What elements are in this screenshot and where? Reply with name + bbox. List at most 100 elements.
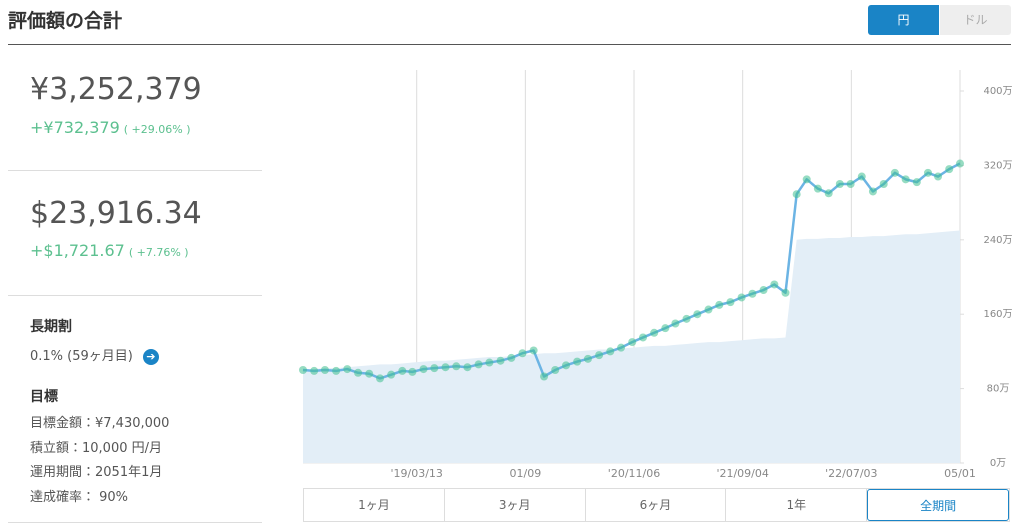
value-point bbox=[583, 354, 592, 363]
value-point bbox=[463, 363, 472, 372]
x-tick-label: '20/11/06 bbox=[608, 467, 660, 480]
value-point bbox=[430, 364, 439, 373]
value-point bbox=[912, 178, 921, 187]
value-point bbox=[715, 300, 724, 309]
value-point bbox=[375, 374, 384, 383]
value-point bbox=[606, 347, 615, 356]
y-tick-label: 240万 bbox=[983, 235, 1012, 246]
value-point bbox=[934, 172, 943, 181]
section-title: 長期割 bbox=[30, 319, 72, 335]
value-point bbox=[518, 349, 527, 358]
value-point bbox=[846, 180, 855, 188]
value-point bbox=[387, 370, 396, 379]
value-point bbox=[617, 343, 626, 352]
value-point bbox=[628, 338, 637, 347]
total-change: +¥732,379( +29.06% ) bbox=[30, 118, 191, 137]
x-tick-label: 05/01 bbox=[944, 467, 976, 480]
period-selector: 1ヶ月 3ヶ月 6ヶ月 1年 全期間 bbox=[303, 488, 1010, 522]
value-point bbox=[759, 286, 768, 295]
goal-item: 積立額：10,000 円/月 bbox=[30, 441, 162, 456]
value-point bbox=[737, 293, 746, 302]
period-button[interactable]: 1年 bbox=[726, 489, 868, 521]
value-point bbox=[441, 363, 450, 372]
total-value: $23,916.34 bbox=[30, 196, 202, 231]
value-point bbox=[879, 180, 888, 188]
value-point bbox=[945, 165, 954, 174]
value-point bbox=[452, 362, 461, 371]
value-point bbox=[693, 310, 702, 319]
value-point bbox=[419, 365, 428, 374]
page-title: 評価額の合計 bbox=[8, 10, 123, 32]
value-point bbox=[781, 288, 790, 297]
value-point bbox=[650, 328, 659, 337]
divider bbox=[8, 522, 262, 523]
change: +$1,721.67 bbox=[30, 241, 125, 260]
value-point bbox=[682, 314, 691, 323]
goal-item: 達成確率： 90% bbox=[30, 490, 129, 505]
value-point bbox=[901, 175, 910, 184]
value-point bbox=[496, 356, 505, 365]
change-pct: ( +7.76% ) bbox=[128, 246, 189, 259]
currency-usd[interactable]: ドル bbox=[940, 5, 1011, 35]
divider bbox=[8, 170, 262, 171]
period-button[interactable]: 3ヶ月 bbox=[445, 489, 586, 521]
value-point bbox=[562, 361, 571, 370]
value-point bbox=[748, 289, 757, 298]
value-point bbox=[551, 366, 560, 374]
value-point bbox=[923, 168, 932, 177]
y-tick-label: 80万 bbox=[987, 384, 1010, 395]
x-tick-label: 01/09 bbox=[510, 467, 542, 480]
value-point bbox=[343, 365, 352, 374]
value-point bbox=[573, 357, 582, 366]
section-title: 目標 bbox=[30, 389, 58, 405]
period-button[interactable]: 全期間 bbox=[867, 489, 1009, 521]
value-point bbox=[671, 319, 680, 328]
value-point bbox=[299, 366, 307, 374]
rate: 0.1% (59ヶ月目) bbox=[30, 349, 133, 364]
goal-item: 運用期間：2051年1月 bbox=[30, 465, 163, 480]
y-tick-label: 400万 bbox=[983, 86, 1012, 97]
arrow-button[interactable]: ➔ bbox=[142, 348, 159, 365]
long-term-rate: 0.1% (59ヶ月目) ➔ bbox=[30, 345, 159, 365]
value-point bbox=[890, 168, 899, 177]
total-change: +$1,721.67( +7.76% ) bbox=[30, 241, 189, 260]
value-point bbox=[595, 351, 604, 360]
value-point bbox=[835, 180, 844, 188]
value-point bbox=[332, 366, 341, 375]
currency-yen[interactable]: 円 bbox=[868, 5, 939, 35]
value-point bbox=[704, 305, 713, 314]
value-point bbox=[354, 368, 363, 377]
value-point bbox=[540, 372, 549, 381]
value-point bbox=[408, 367, 417, 376]
y-tick-label: 320万 bbox=[983, 160, 1012, 171]
change: +¥732,379 bbox=[30, 118, 120, 137]
value-point bbox=[802, 175, 811, 184]
value-point bbox=[398, 366, 407, 375]
value-point bbox=[639, 333, 648, 342]
value-point bbox=[485, 358, 494, 367]
value-point bbox=[474, 360, 483, 369]
y-tick-label: 0万 bbox=[990, 458, 1006, 469]
y-tick-label: 160万 bbox=[983, 309, 1012, 320]
value-point bbox=[868, 187, 877, 196]
principal-area bbox=[303, 230, 960, 463]
period-button[interactable]: 6ヶ月 bbox=[586, 489, 727, 521]
chart: '19/03/13 01/09 '20/11/06 '21/09/04 '22/07/0… bbox=[299, 70, 1013, 480]
x-tick-label: '21/09/04 bbox=[716, 467, 768, 480]
value-point bbox=[792, 190, 801, 199]
value-point bbox=[507, 353, 516, 362]
period-button[interactable]: 1ヶ月 bbox=[304, 489, 445, 521]
total-value: ¥3,252,379 bbox=[30, 72, 202, 107]
divider bbox=[8, 44, 1011, 45]
value-point bbox=[770, 280, 779, 289]
value-point bbox=[661, 324, 670, 333]
divider bbox=[8, 295, 262, 296]
value-point bbox=[813, 184, 822, 193]
value-point bbox=[310, 366, 319, 375]
value-point bbox=[320, 366, 329, 374]
goal-item: 目標金額：¥7,430,000 bbox=[30, 416, 170, 431]
value-point bbox=[824, 189, 833, 198]
change-pct: ( +29.06% ) bbox=[123, 123, 191, 136]
value-point bbox=[956, 159, 964, 168]
